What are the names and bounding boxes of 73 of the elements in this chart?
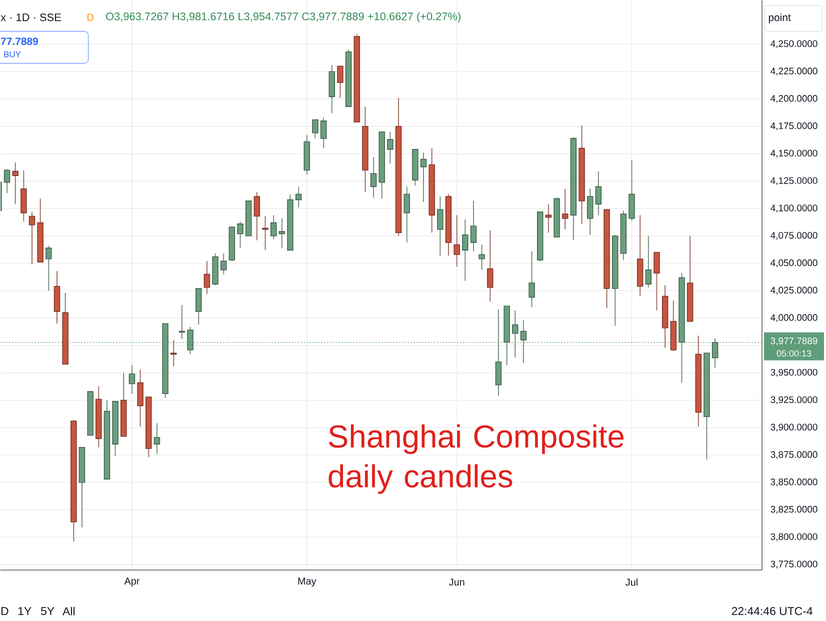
ref-line-label: 3,977.7889 bbox=[770, 337, 818, 346]
candlestick bbox=[154, 422, 160, 454]
candlestick bbox=[595, 170, 602, 216]
candlestick bbox=[645, 235, 652, 288]
annotation: x · 1D · SSE bbox=[0, 13, 61, 22]
candlestick bbox=[220, 252, 227, 275]
text: All bbox=[62, 606, 74, 616]
candlestick bbox=[370, 156, 377, 198]
candlestick bbox=[587, 188, 594, 236]
x-tick-label: Apr bbox=[124, 578, 140, 587]
candlestick bbox=[454, 214, 460, 268]
y-tick-label: 4,175.0000 bbox=[770, 122, 818, 130]
y-tick-label: 4,025.0000 bbox=[770, 286, 818, 295]
candlestick bbox=[12, 162, 18, 205]
candlestick bbox=[528, 250, 535, 308]
x-tick-label: May bbox=[298, 578, 316, 587]
candlestick bbox=[387, 131, 394, 164]
candlestick bbox=[404, 186, 410, 243]
candlestick bbox=[545, 204, 552, 234]
y-tick-label: 4,150.0000 bbox=[770, 150, 818, 158]
candlestick bbox=[654, 252, 660, 311]
candlestick bbox=[254, 192, 260, 241]
candlestick bbox=[137, 369, 144, 428]
candlestick bbox=[478, 244, 485, 270]
y-tick-label: 4,125.0000 bbox=[770, 177, 818, 186]
candlestick bbox=[462, 218, 468, 282]
annotation: D bbox=[88, 14, 94, 21]
candlestick bbox=[420, 152, 427, 202]
candlestick bbox=[312, 119, 318, 139]
y-tick-label: 4,200.0000 bbox=[770, 95, 818, 103]
text: 5Y bbox=[40, 607, 54, 616]
annotation: BUY bbox=[4, 51, 21, 58]
candlestick bbox=[196, 288, 202, 326]
y-tick-label: 4,250.0000 bbox=[770, 40, 818, 48]
candlestick bbox=[295, 186, 302, 208]
y-tick-label: 4,050.0000 bbox=[770, 259, 818, 268]
y-tick-label: 4,100.0000 bbox=[770, 204, 818, 212]
text: 1Y bbox=[18, 607, 32, 615]
text: D bbox=[1, 607, 8, 615]
candlestick bbox=[437, 196, 444, 256]
y-tick-label: 3,850.0000 bbox=[770, 478, 818, 486]
y-tick-label: 3,775.0000 bbox=[770, 560, 818, 569]
text: O3,963.7267 H3,981.6716 L3,954.7577 C3,977.7889 +10.6627 (+0.27%) bbox=[106, 12, 460, 22]
candlestick bbox=[4, 168, 10, 194]
candlestick bbox=[128, 364, 136, 394]
text: 05:00:13 bbox=[776, 350, 812, 357]
y-tick-label: 4,225.0000 bbox=[770, 68, 818, 76]
y-tick-label: 3,825.0000 bbox=[770, 506, 818, 514]
y-tick-label: 3,800.0000 bbox=[770, 533, 818, 542]
y-tick-label: 3,900.0000 bbox=[770, 424, 818, 432]
candlestick bbox=[562, 188, 568, 230]
candlestick bbox=[320, 117, 327, 149]
y-tick-label: 3,875.0000 bbox=[770, 451, 818, 459]
x-tick-label: Jul bbox=[626, 578, 638, 586]
annotation: 77.7889 bbox=[1, 38, 38, 45]
candlestick bbox=[46, 245, 52, 292]
y-tick-label: 3,925.0000 bbox=[770, 396, 818, 404]
text: 22:44:46 UTC-4 bbox=[732, 607, 812, 616]
candlestick bbox=[262, 216, 268, 251]
candlestick bbox=[237, 221, 244, 248]
candlestick bbox=[487, 230, 494, 302]
y-tick-label: 4,075.0000 bbox=[770, 232, 818, 240]
candlestick bbox=[337, 66, 344, 98]
text: Shanghai Composite daily candles bbox=[328, 424, 624, 494]
candlestick bbox=[278, 218, 286, 248]
candlestick bbox=[204, 260, 210, 294]
candlestick bbox=[470, 200, 477, 252]
text: point bbox=[768, 13, 791, 24]
candlestick bbox=[270, 214, 277, 240]
y-tick-label: 3,950.0000 bbox=[770, 368, 818, 377]
candlestick bbox=[28, 211, 36, 265]
x-tick-label: Jun bbox=[448, 578, 464, 586]
y-tick-label: 4,000.0000 bbox=[770, 314, 818, 322]
